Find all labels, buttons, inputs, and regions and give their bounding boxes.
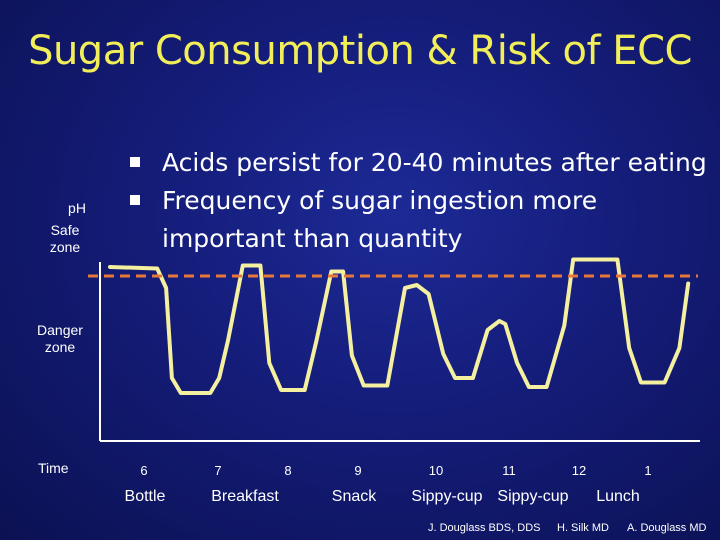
bullet-text: Frequency of sugar ingestion more import… (162, 186, 598, 253)
event-label-breakfast: Breakfast (211, 488, 279, 505)
event-label-lunch: Lunch (596, 488, 640, 505)
tick-label: 9 (354, 463, 362, 478)
event-label-sippy-cup: Sippy-cup (497, 488, 569, 505)
y-axis-label: pH (68, 200, 86, 216)
tick-label: 8 (284, 463, 292, 478)
event-label-bottle: Bottle (124, 488, 166, 505)
slide-title: Sugar Consumption & Risk of ECC (28, 28, 692, 74)
bullet-text: Acids persist for 20-40 minutes after ea… (162, 148, 707, 177)
tick-label: 12 (571, 463, 587, 478)
bullet-item: Acids persist for 20-40 minutes after ea… (130, 144, 710, 182)
credit-author: H. Silk MD (557, 522, 609, 534)
bullet-item: Frequency of sugar ingestion more import… (130, 182, 710, 258)
tick-label: 6 (140, 463, 148, 478)
tick-label: 10 (428, 463, 444, 478)
ph-curve (108, 257, 691, 395)
bullet-list: Acids persist for 20-40 minutes after ea… (130, 144, 710, 258)
safe-zone-label: Safe zone (49, 222, 81, 255)
tick-label: 1 (644, 463, 652, 478)
credit-author: A. Douglass MD (627, 522, 707, 534)
tick-label: 7 (214, 463, 222, 478)
event-label-snack: Snack (331, 488, 377, 505)
bullet-square-icon (130, 157, 140, 167)
danger-zone-label: Danger zone (37, 322, 83, 355)
credit-author: J. Douglass BDS, DDS (428, 522, 541, 534)
x-axis-label: Time (38, 460, 69, 476)
event-label-sippy-cup: Sippy-cup (411, 488, 483, 505)
bullet-square-icon (130, 195, 140, 205)
tick-label: 11 (502, 463, 516, 478)
